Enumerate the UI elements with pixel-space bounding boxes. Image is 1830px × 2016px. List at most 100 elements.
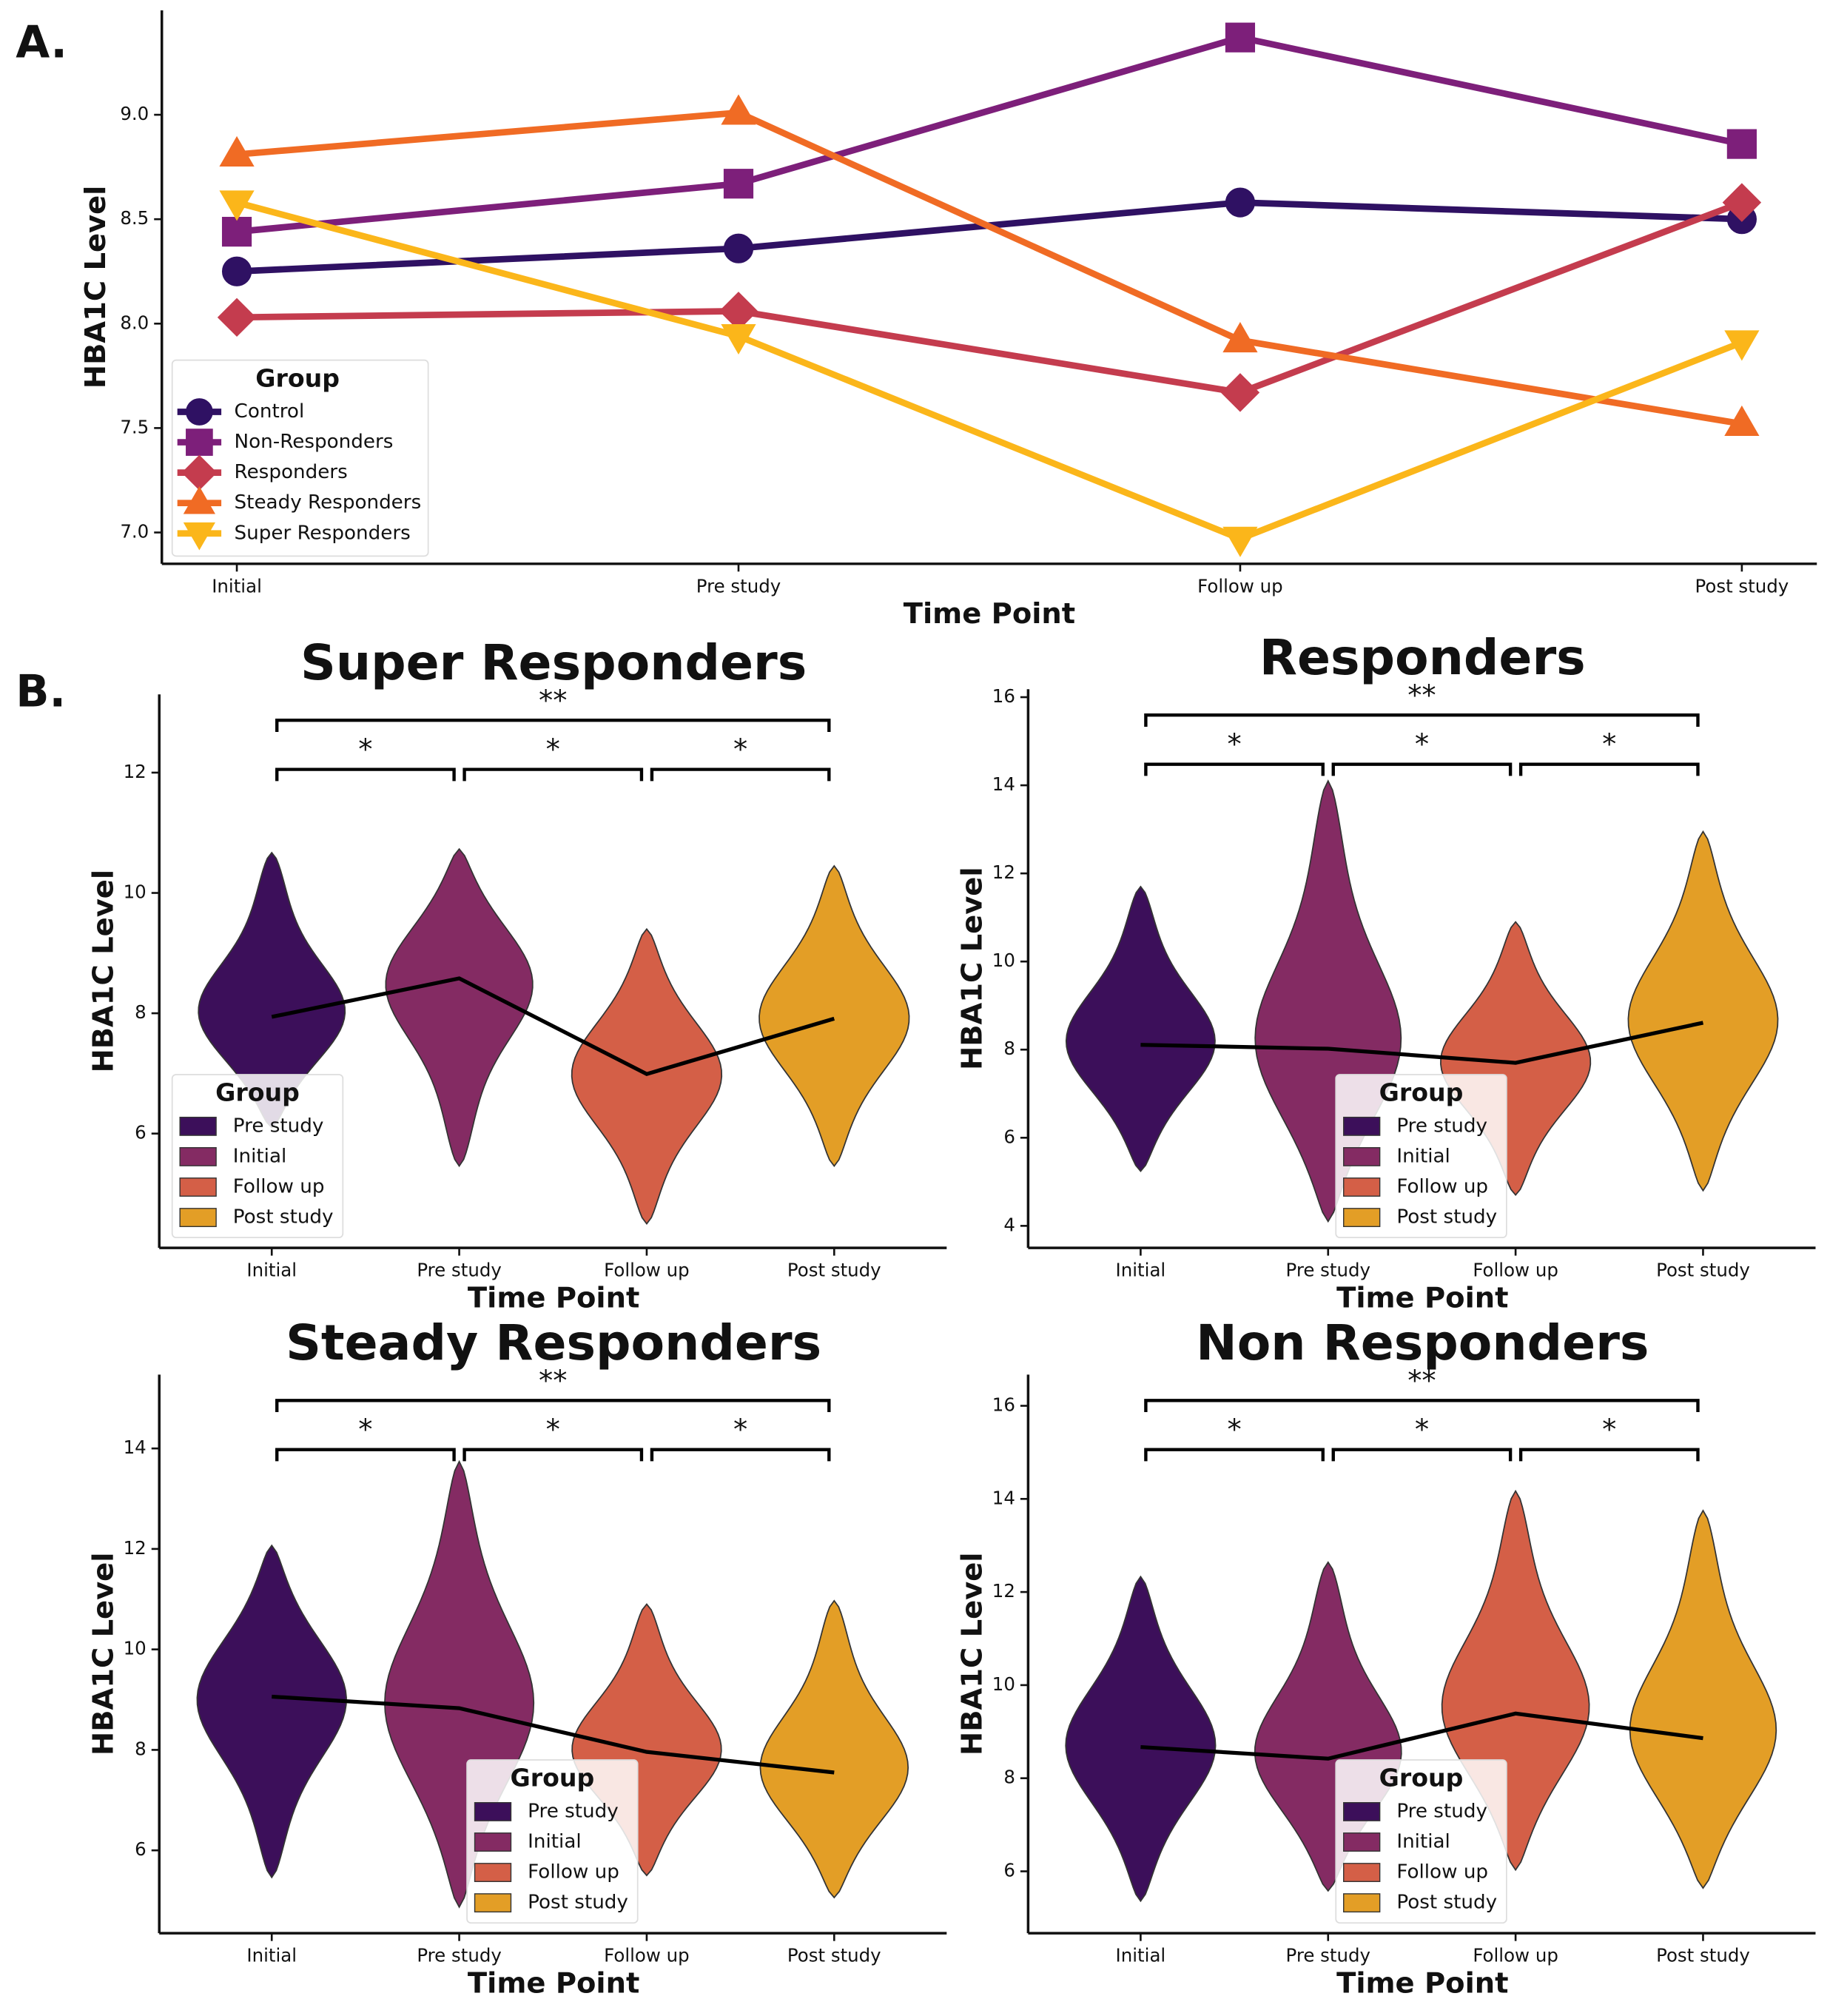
significance-bracket — [1518, 762, 1700, 776]
legend-label: Follow up — [1396, 1861, 1488, 1884]
significance-bracket — [650, 1448, 831, 1462]
x-tick-label: Initial — [246, 1260, 297, 1281]
x-tick-label: Initial — [1116, 1945, 1166, 1966]
x-tick-label: Initial — [1116, 1260, 1166, 1281]
legend-patch — [179, 1208, 217, 1227]
x-tick-label: Follow up — [1197, 575, 1283, 597]
legend-box — [1335, 1759, 1507, 1924]
significance-label: * — [546, 733, 560, 767]
series-line — [236, 34, 1743, 235]
significance-label: ** — [1407, 1364, 1436, 1397]
y-tick-label: 12 — [124, 761, 147, 782]
panel-label: B. — [16, 666, 66, 717]
data-point — [719, 292, 758, 331]
y-tick-label: 8 — [135, 1001, 147, 1023]
significance-bracket — [275, 1399, 831, 1413]
significance-label: ** — [539, 684, 567, 717]
legend-patch — [179, 1116, 217, 1136]
panel-label: A. — [16, 17, 67, 68]
data-point — [1222, 526, 1258, 557]
x-tick-label: Post study — [1695, 575, 1789, 597]
legend-label: Follow up — [528, 1861, 619, 1884]
y-axis-label: HBA1C Level — [79, 186, 112, 389]
data-point — [721, 94, 756, 125]
y-tick-label: 6 — [135, 1838, 147, 1860]
x-tick-label: Pre study — [696, 575, 781, 597]
legend-patch — [474, 1832, 512, 1852]
legend-label: Super Responders — [235, 522, 411, 544]
legend-patch — [1343, 1177, 1381, 1197]
significance-bracket — [1144, 1399, 1700, 1413]
y-tick-label: 10 — [124, 881, 147, 903]
significance-bracket — [275, 719, 831, 732]
y-tick-label: 8 — [1003, 1767, 1015, 1788]
legend-patch — [1343, 1863, 1381, 1882]
x-tick-label: Follow up — [1473, 1945, 1558, 1966]
y-axis-label: HBA1C Level — [87, 870, 120, 1072]
x-tick-label: Pre study — [1286, 1260, 1370, 1281]
y-tick-label: 9.0 — [120, 103, 149, 124]
significance-bracket — [1144, 713, 1700, 727]
y-tick-label: 12 — [992, 861, 1015, 883]
x-tick-label: Post study — [787, 1945, 881, 1966]
significance-label: * — [1227, 1414, 1241, 1447]
series-line — [235, 199, 1743, 542]
legend-marker — [183, 485, 215, 514]
violin — [1629, 1509, 1777, 1889]
data-point — [217, 298, 257, 337]
significance-bracket — [1144, 1448, 1325, 1462]
legend-title: Group — [510, 1764, 594, 1792]
y-tick-label: 16 — [992, 1394, 1015, 1415]
significance-bracket — [1331, 1448, 1513, 1462]
legend-marker — [186, 398, 213, 426]
legend-marker — [186, 429, 213, 456]
legend-label: Non-Responders — [235, 431, 394, 453]
legend-label: Pre study — [528, 1800, 619, 1822]
significance-label: * — [733, 733, 747, 767]
legend-label: Post study — [233, 1206, 334, 1229]
significance-bracket — [462, 1448, 644, 1462]
significance-label: * — [1415, 1414, 1429, 1447]
y-axis-label: HBA1C Level — [956, 1553, 989, 1755]
legend-patch — [474, 1802, 512, 1821]
subplot-title: Responders — [1259, 628, 1586, 686]
y-tick-label: 6 — [1003, 1860, 1015, 1881]
significance-label: ** — [539, 1364, 567, 1397]
data-point — [1724, 330, 1760, 361]
y-tick-label: 14 — [124, 1437, 147, 1458]
legend-box — [466, 1759, 639, 1924]
significance-bracket — [1331, 762, 1513, 776]
x-tick-label: Pre study — [417, 1945, 501, 1966]
data-point — [219, 135, 255, 167]
violin — [198, 851, 346, 1129]
x-tick-label: Follow up — [604, 1260, 690, 1281]
significance-label: * — [358, 733, 372, 767]
legend-label: Initial — [233, 1145, 286, 1167]
mean-line — [1140, 1021, 1704, 1065]
y-tick-label: 8 — [135, 1738, 147, 1759]
mean-line — [271, 976, 835, 1077]
x-tick-label: Initial — [246, 1945, 297, 1966]
legend-title: Group — [255, 363, 340, 392]
violin — [1065, 885, 1216, 1172]
data-point — [723, 169, 754, 199]
legend-patch — [474, 1863, 512, 1882]
x-axis-label: Time Point — [1336, 1282, 1508, 1315]
data-point — [723, 233, 754, 263]
mean-line — [1140, 1711, 1703, 1761]
x-tick-label: Pre study — [1286, 1945, 1370, 1966]
x-axis-label: Time Point — [468, 1967, 639, 2000]
y-tick-label: 8 — [1003, 1038, 1015, 1059]
data-point — [1726, 129, 1757, 159]
subplot-title: Steady Responders — [286, 1314, 821, 1371]
violin — [385, 847, 534, 1168]
y-tick-label: 6 — [1003, 1126, 1015, 1147]
legend-box — [171, 359, 429, 557]
mean-line — [272, 1694, 835, 1775]
legend-patch — [1343, 1116, 1381, 1136]
legend-patch — [1343, 1147, 1381, 1166]
significance-bracket — [650, 767, 831, 782]
y-tick-label: 7.5 — [120, 416, 149, 437]
subplot-title: Super Responders — [300, 634, 807, 691]
y-axis-label: HBA1C Level — [87, 1553, 120, 1755]
